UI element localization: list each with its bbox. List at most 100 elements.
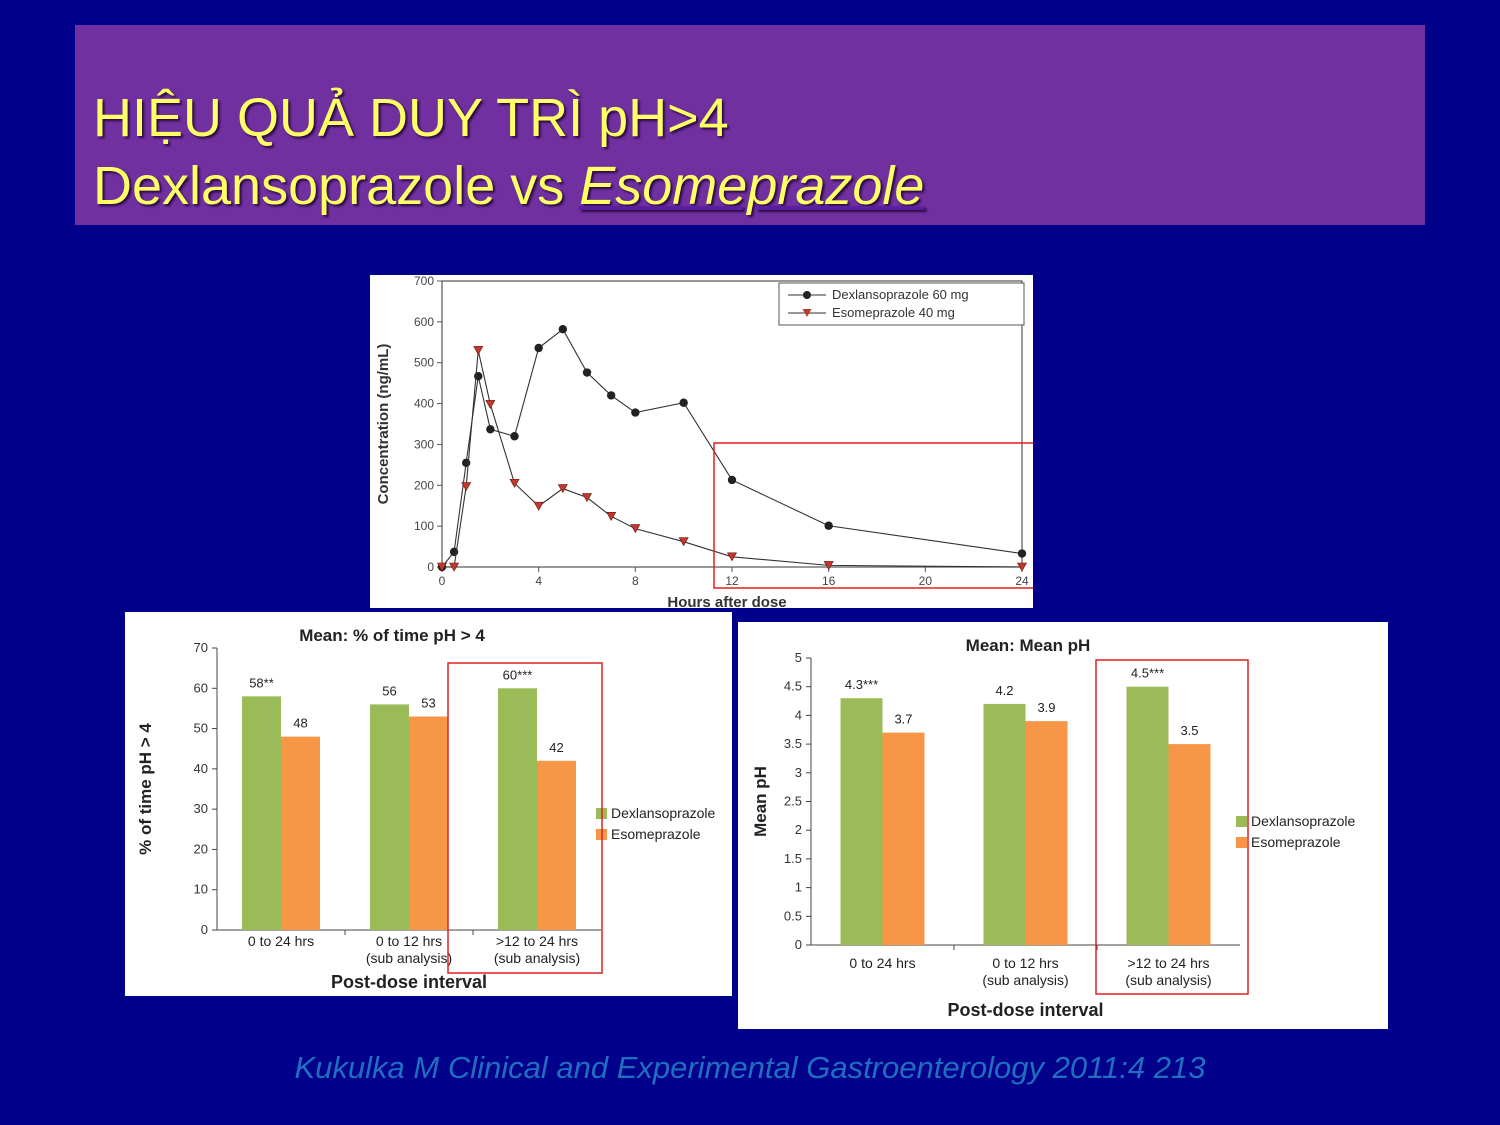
- data-point: [582, 368, 592, 377]
- y-tick-label: 70: [194, 640, 208, 655]
- data-point: [473, 346, 484, 356]
- y-tick-label: 1: [795, 880, 802, 895]
- category-label: (sub analysis): [366, 950, 452, 966]
- bar: [1025, 721, 1068, 945]
- bar: [409, 716, 448, 930]
- data-point: [726, 552, 738, 562]
- data-label: 4.3***: [845, 677, 878, 692]
- data-point: [461, 458, 471, 468]
- bar: [370, 704, 409, 930]
- x-tick-label: 0: [439, 574, 446, 588]
- y-axis-title: Mean pH: [751, 766, 770, 837]
- category-label: 0 to 12 hrs: [376, 933, 442, 949]
- x-axis-title: Post-dose interval: [947, 1000, 1103, 1020]
- y-tick-label: 4: [795, 707, 802, 722]
- category-label: 0 to 12 hrs: [992, 955, 1058, 971]
- x-tick-label: 4: [535, 574, 542, 588]
- x-axis-title: Hours after dose: [667, 594, 786, 608]
- data-label: 58**: [249, 675, 274, 690]
- chart-title: Mean: % of time pH > 4: [299, 626, 485, 645]
- chart-title: Mean: Mean pH: [966, 636, 1091, 655]
- slide-title: HIỆU QUẢ DUY TRÌ pH>4: [93, 88, 729, 148]
- x-tick-label: 24: [1015, 574, 1029, 588]
- legend-label: Dexlansoprazole: [611, 805, 715, 821]
- x-tick-label: 12: [725, 574, 739, 588]
- data-point: [1017, 549, 1027, 558]
- legend-label: Esomeprazole 40 mg: [832, 305, 955, 320]
- data-point: [606, 391, 616, 400]
- x-tick-label: 20: [919, 574, 933, 588]
- y-tick-label: 40: [194, 761, 208, 776]
- bar: [242, 696, 281, 930]
- y-tick-label: 1.5: [784, 851, 802, 866]
- legend-marker: [802, 309, 812, 317]
- data-point: [510, 432, 519, 441]
- y-tick-label: 2.5: [784, 794, 802, 809]
- data-point: [727, 475, 737, 485]
- y-tick-label: 0: [427, 560, 434, 574]
- title-band: HIỆU QUẢ DUY TRÌ pH>4 Dexlansoprazole vs…: [75, 25, 1425, 225]
- y-tick-label: 20: [194, 841, 208, 856]
- data-label: 42: [549, 740, 563, 755]
- x-tick-label: 16: [822, 574, 836, 588]
- data-label: 3.9: [1037, 700, 1055, 715]
- category-label: >12 to 24 hrs: [1127, 955, 1209, 971]
- legend-label: Esomeprazole: [611, 826, 701, 842]
- data-label: 56: [382, 683, 396, 698]
- y-tick-label: 300: [414, 437, 434, 451]
- data-point: [679, 398, 688, 407]
- data-label: 60***: [503, 667, 533, 682]
- data-point: [485, 400, 496, 410]
- legend-box: [778, 282, 1025, 326]
- category-label: (sub analysis): [494, 950, 580, 966]
- y-tick-label: 10: [194, 882, 208, 897]
- subtitle-drug-a: Dexlansoprazole vs: [93, 156, 580, 216]
- legend-swatch: [1236, 816, 1247, 827]
- y-tick-label: 2: [795, 822, 802, 837]
- mean-ph-bar-chart: Mean: Mean pH 0 0.5 1 1.5 2 2.5 3 3.5 4 4.5 5 Mean p…: [751, 636, 1355, 1020]
- data-label: 3.5: [1180, 723, 1198, 738]
- category-label: 0 to 24 hrs: [849, 955, 915, 971]
- mean-ph-chart-panel: Mean: Mean pH 0 0.5 1 1.5 2 2.5 3 3.5 4 4.5 5 Mean p…: [738, 622, 1388, 1029]
- legend-marker: [803, 291, 811, 299]
- y-tick-label: 0: [795, 937, 802, 952]
- data-label: 3.7: [894, 712, 912, 727]
- category-label: >12 to 24 hrs: [496, 933, 578, 949]
- legend-swatch: [1236, 837, 1247, 848]
- data-point: [1016, 562, 1028, 572]
- bar: [498, 688, 537, 930]
- y-tick-label: 200: [414, 478, 434, 492]
- y-tick-label: 60: [194, 680, 208, 695]
- data-label: 4.2: [995, 683, 1013, 698]
- bar: [882, 732, 925, 945]
- y-tick-label: 4.5: [784, 679, 802, 694]
- bar: [983, 703, 1026, 945]
- data-label: 48: [293, 716, 307, 731]
- bar: [537, 760, 576, 930]
- x-tick-label: 8: [632, 574, 639, 588]
- y-axis-title: Concentration (ng/mL): [375, 344, 392, 505]
- highlight-box: [1095, 659, 1249, 995]
- y-tick-label: 50: [194, 721, 208, 736]
- data-point: [630, 524, 641, 534]
- category-label: (sub analysis): [1125, 972, 1211, 988]
- y-tick-label: 0: [201, 922, 208, 937]
- category-label: (sub analysis): [982, 972, 1068, 988]
- data-point: [631, 408, 640, 417]
- bar: [281, 736, 320, 930]
- data-point: [534, 343, 543, 353]
- y-tick-label: 30: [194, 801, 208, 816]
- data-label: 4.5***: [1131, 666, 1164, 681]
- data-point: [823, 561, 834, 570]
- data-point: [581, 493, 593, 503]
- category-label: 0 to 24 hrs: [248, 933, 314, 949]
- data-label: 53: [421, 695, 435, 710]
- percent-time-chart-panel: Mean: % of time pH > 4 0 10 20 30 40 50 60 70 % o…: [125, 612, 732, 996]
- citation: Kukulka M Clinical and Experimental Gast…: [294, 1050, 1206, 1085]
- y-tick-label: 3: [795, 765, 802, 780]
- y-tick-label: 5: [795, 650, 802, 665]
- concentration-chart-panel: 0 100 200 300 400 500 600 700 0 4 8 12 16 20 24 Concent…: [370, 274, 1045, 611]
- concentration-line-chart: 0 100 200 300 400 500 600 700 0 4 8 12 16 20 24 Concent…: [375, 274, 1045, 611]
- y-tick-label: 100: [414, 519, 434, 533]
- data-point: [533, 501, 544, 511]
